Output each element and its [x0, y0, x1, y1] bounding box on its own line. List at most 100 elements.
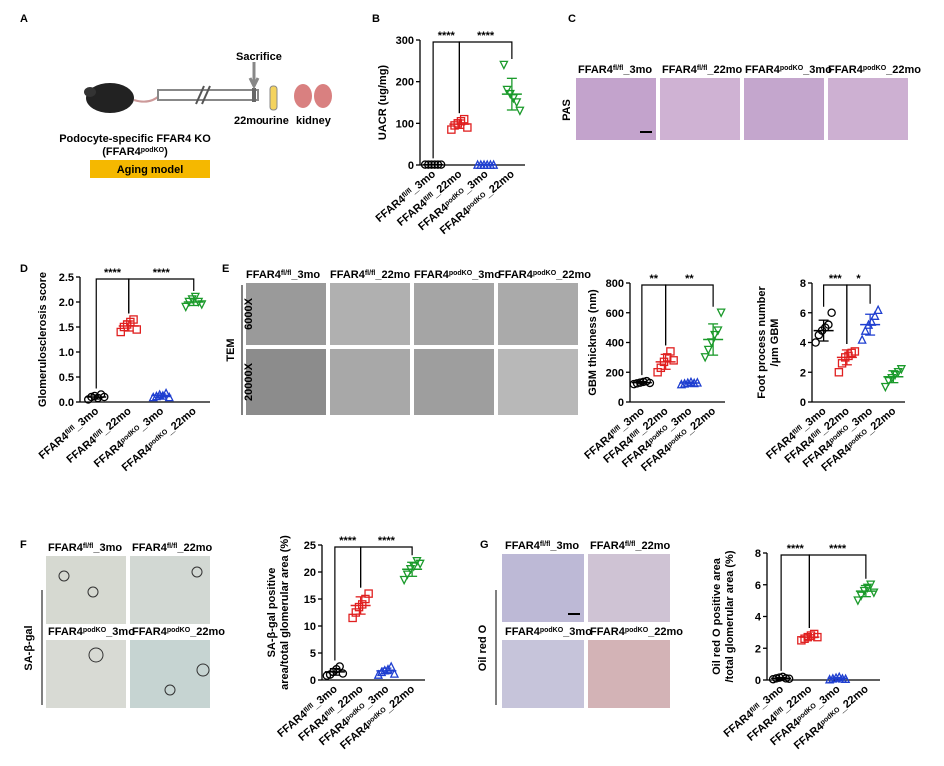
image-label: FFAR4fl/fl_22mo [662, 64, 742, 76]
label-base: FFAR4 [662, 64, 698, 76]
y-tick-label: 2.5 [59, 272, 74, 284]
y-tick-label: 25 [304, 540, 316, 552]
data-point [880, 382, 891, 393]
y-tick-label: 0 [310, 675, 316, 687]
y-tick-label: 2 [800, 367, 806, 379]
label-suffix: _22mo [482, 168, 517, 200]
significance-label: * [856, 273, 861, 285]
stain-label: PAS [561, 99, 573, 121]
label: urine [262, 115, 289, 127]
image-label: FFAR4podKO_22mo [132, 626, 225, 638]
mag-label: 20000X [243, 362, 255, 401]
significance-label: ** [685, 273, 694, 285]
significance-label: **** [787, 543, 805, 555]
label-sup: podKO [83, 627, 107, 634]
label-sup: podKO [449, 270, 473, 277]
label-suffix: _22mo [836, 683, 871, 715]
significance-label: **** [153, 267, 171, 279]
significance-bracket [458, 41, 513, 114]
data-point [860, 325, 870, 335]
y-tick-label: 100 [396, 118, 414, 130]
label-sup: podKO [780, 65, 804, 72]
significance-label: *** [829, 273, 843, 285]
image-label: FFAR4fl/fl_22mo [330, 269, 410, 281]
significance-label: **** [339, 535, 357, 547]
panel-letter: B [372, 13, 380, 25]
mag-label: 6000X [243, 297, 255, 329]
oil-red-images [495, 554, 670, 708]
y-tick-label: 300 [396, 35, 414, 47]
label-suffix: _22mo [555, 269, 591, 281]
label-base: FFAR4 [48, 542, 84, 554]
label-base: FFAR4 [48, 626, 84, 638]
stain-label: Oil red O [477, 624, 489, 671]
data-point [389, 668, 400, 678]
data-point [515, 106, 525, 116]
label-sup: podKO [863, 65, 887, 72]
data-point [866, 580, 876, 590]
data-point [512, 98, 522, 108]
y-axis-label: GBM thickness (nm) [587, 289, 599, 396]
y-tick-label: 0.0 [59, 397, 74, 409]
label-base: FFAR4 [590, 626, 626, 638]
y-tick-label: 1.5 [59, 322, 74, 334]
data-point [857, 334, 867, 344]
y-tick-label: 0.5 [59, 372, 74, 384]
y-tick-label: 2 [755, 643, 761, 655]
label-sup: fl/fl [540, 541, 551, 548]
significance-bracket [780, 554, 810, 671]
y-axis-label: UACR (ug/mg) [377, 65, 389, 140]
label-suffix: _22mo [885, 64, 921, 76]
label: Podocyte-specific FFAR4 KO [59, 133, 211, 145]
y-axis-label: Oil red O positive area [711, 557, 723, 675]
data-point [669, 356, 678, 365]
label-suffix: _22mo [163, 405, 198, 437]
significance-label: **** [104, 267, 122, 279]
data-point [893, 368, 903, 378]
image-label: FFAR4podKO_22mo [590, 626, 683, 638]
data-point [338, 669, 348, 678]
y-axis-label: Glomerulosclerosis score [37, 272, 49, 407]
label-base: FFAR4 [590, 540, 626, 552]
y-tick-label: 0 [755, 675, 761, 687]
data-point [386, 661, 396, 671]
image-label: FFAR4fl/fl_3mo [48, 542, 122, 554]
label-sup: fl/fl [281, 270, 292, 277]
label-base: FFAR4 [745, 64, 781, 76]
significance-label: **** [378, 535, 396, 547]
image-label: FFAR4podKO_22mo [828, 64, 921, 76]
y-axis-label: /µm GBM [769, 319, 781, 367]
label-sup: fl/fl [365, 270, 376, 277]
label-base: FFAR4 [132, 626, 168, 638]
panel-letter: C [568, 13, 576, 25]
data-point [824, 320, 833, 329]
significance-label: **** [477, 30, 495, 42]
significance-label: **** [438, 30, 456, 42]
data-point [373, 669, 384, 679]
data-point [129, 315, 138, 324]
label-sup: fl/fl [83, 543, 94, 550]
label-suffix: _3mo [622, 64, 652, 76]
y-tick-label: 400 [606, 338, 624, 350]
label-sup: fl/fl [167, 543, 178, 550]
label: (FFAR4podKO) [102, 146, 168, 158]
y-tick-label: 5 [310, 648, 316, 660]
label-sup: podKO [540, 627, 564, 634]
data-point [811, 338, 820, 347]
y-tick-label: 4 [755, 612, 762, 624]
y-tick-label: 200 [606, 367, 624, 379]
stain-label: SA-β-gal [23, 625, 35, 670]
y-axis-label: SA-β-gal positive [266, 568, 278, 658]
significance-bracket [808, 554, 867, 628]
label-base: FFAR4 [505, 626, 541, 638]
label-sup: podKO [167, 627, 191, 634]
data-point [376, 666, 387, 677]
data-point [402, 570, 412, 580]
label-suffix: _22mo [634, 540, 670, 552]
panel-letter: A [20, 13, 28, 25]
label-sup: podKO [141, 147, 165, 154]
label-suffix: _3mo [562, 626, 592, 638]
data-point [896, 365, 907, 375]
y-tick-label: 4 [800, 338, 807, 350]
label-suffix: _3mo [105, 626, 135, 638]
